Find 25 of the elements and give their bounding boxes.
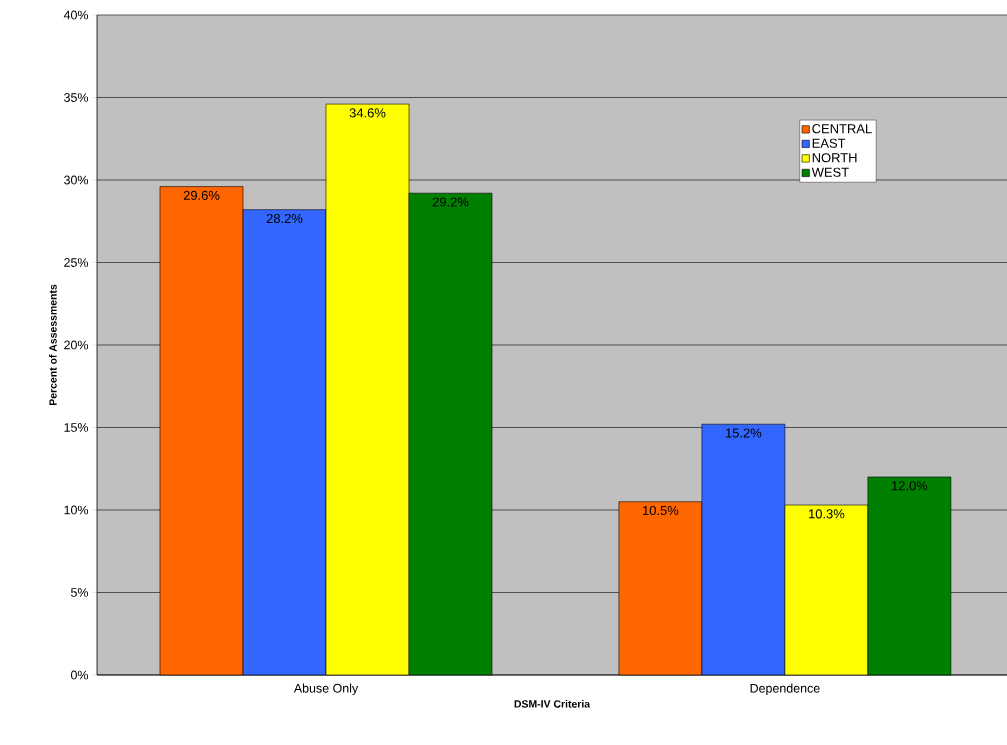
legend-label: CENTRAL: [812, 124, 872, 134]
y-axis-title: Percent of Assessments: [49, 284, 57, 406]
data-label: 10.3%: [809, 509, 845, 519]
x-tick-label: Abuse Only: [293, 683, 359, 696]
legend-label: NORTH: [812, 153, 857, 163]
data-label: 34.6%: [349, 108, 386, 118]
legend-label: EAST: [812, 138, 846, 148]
y-tick-label: 20%: [64, 340, 89, 350]
x-axis-title: DSM-IV Criteria: [514, 699, 591, 708]
y-tick-label: 10%: [64, 505, 89, 515]
y-tick-label: 0%: [70, 670, 89, 680]
y-tick-label: 5%: [70, 588, 89, 597]
y-tick-label: 25%: [64, 258, 89, 267]
legend-label: WEST: [811, 167, 849, 177]
y-tick-label: 30%: [64, 175, 89, 185]
y-tick-label: 40%: [63, 10, 89, 20]
x-tick-label: Dependence: [750, 683, 820, 696]
y-tick-label: 35%: [64, 93, 89, 102]
data-label: 28.2%: [266, 213, 303, 224]
data-label: 15.2%: [726, 428, 762, 438]
y-tick-label: 15%: [64, 423, 89, 432]
data-label: 12.0%: [892, 481, 928, 491]
data-label: 10.5%: [643, 505, 679, 516]
data-label: 29.6%: [183, 190, 220, 200]
data-label: 29.2%: [432, 197, 469, 207]
